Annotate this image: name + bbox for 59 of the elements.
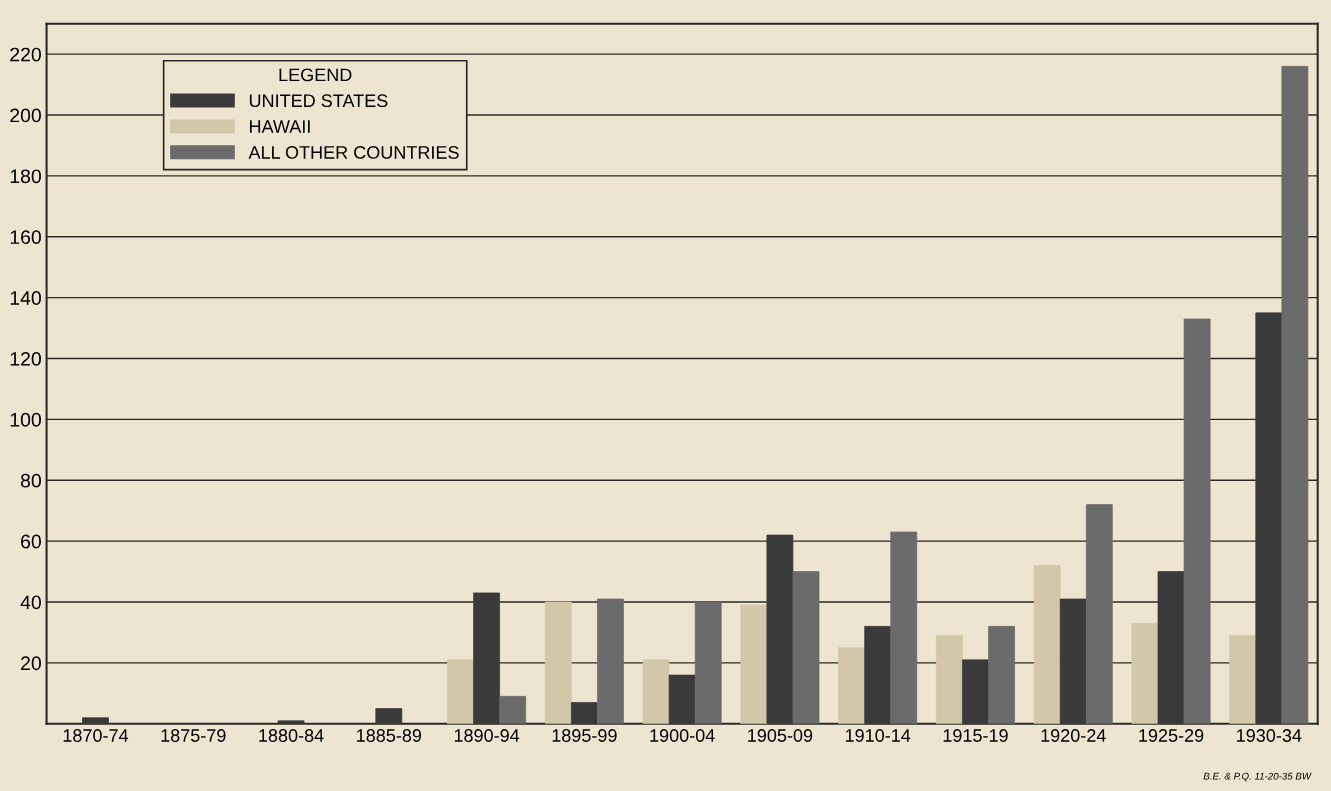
bar: [988, 626, 1015, 724]
bar: [740, 604, 768, 724]
x-tick-label: 1910-14: [845, 729, 911, 742]
text: B.E. & P.Q. 11-20-35 BW: [1203, 772, 1312, 782]
bar: [277, 720, 305, 724]
x-tick-label: 1870-74: [63, 729, 129, 742]
x-tick-label: 1880-84: [259, 729, 324, 742]
x-tick-label: 1905-09: [748, 729, 813, 742]
bar: [1157, 571, 1185, 724]
bar: [375, 708, 403, 724]
y-tick-label: 200: [10, 108, 41, 123]
bar: [1085, 504, 1113, 724]
y-tick-label: 160: [10, 230, 41, 245]
bar: [1229, 635, 1257, 724]
legend-label: ALL OTHER COUNTRIES: [248, 146, 459, 159]
x-tick-label: 1930-34: [1237, 729, 1302, 742]
x-tick-label: 1885-89: [357, 729, 422, 742]
bar: [1281, 65, 1309, 724]
legend-title: LEGEND: [279, 68, 352, 82]
y-tick-label: 80: [20, 473, 41, 488]
bar: [447, 659, 474, 724]
y-tick-label: 140: [10, 291, 41, 305]
y-tick-label: 120: [10, 352, 41, 366]
bar: [499, 696, 527, 724]
bar: [544, 601, 572, 724]
bar: [668, 674, 696, 724]
y-tick-label: 40: [20, 595, 41, 610]
x-tick-label: 1895-99: [552, 729, 617, 742]
bar: [792, 571, 820, 724]
bar: [1033, 565, 1061, 724]
bar: [936, 635, 963, 724]
legend-label: HAWAII: [250, 120, 310, 133]
y-tick-label: 20: [21, 656, 41, 671]
bar: [1131, 622, 1159, 724]
legend-label: UNITED STATES: [249, 94, 388, 108]
bar: [473, 592, 500, 724]
bar: [694, 601, 722, 724]
x-tick-label: 1890-94: [454, 729, 520, 742]
x-tick-label: 1875-79: [161, 729, 226, 742]
bar: [838, 647, 866, 724]
bar: [890, 531, 918, 724]
x-tick-label: 1915-19: [943, 729, 1008, 742]
y-tick-label: 180: [10, 169, 41, 184]
bar: [864, 626, 892, 724]
x-tick-label: 1925-29: [1139, 729, 1204, 742]
bar: [1059, 598, 1087, 724]
bar: [962, 659, 989, 724]
bar: [1255, 312, 1283, 724]
bar: [597, 598, 624, 724]
y-tick-label: 100: [10, 412, 41, 427]
y-tick-label: 60: [21, 534, 41, 549]
bar: [642, 659, 670, 724]
bar: [82, 717, 109, 724]
x-tick-label: 1900-04: [650, 729, 715, 742]
bar: [766, 534, 794, 724]
bar: [570, 702, 598, 724]
y-tick-label: 220: [10, 47, 41, 62]
x-tick-label: 1920-24: [1041, 729, 1106, 742]
bar: [1183, 318, 1211, 724]
